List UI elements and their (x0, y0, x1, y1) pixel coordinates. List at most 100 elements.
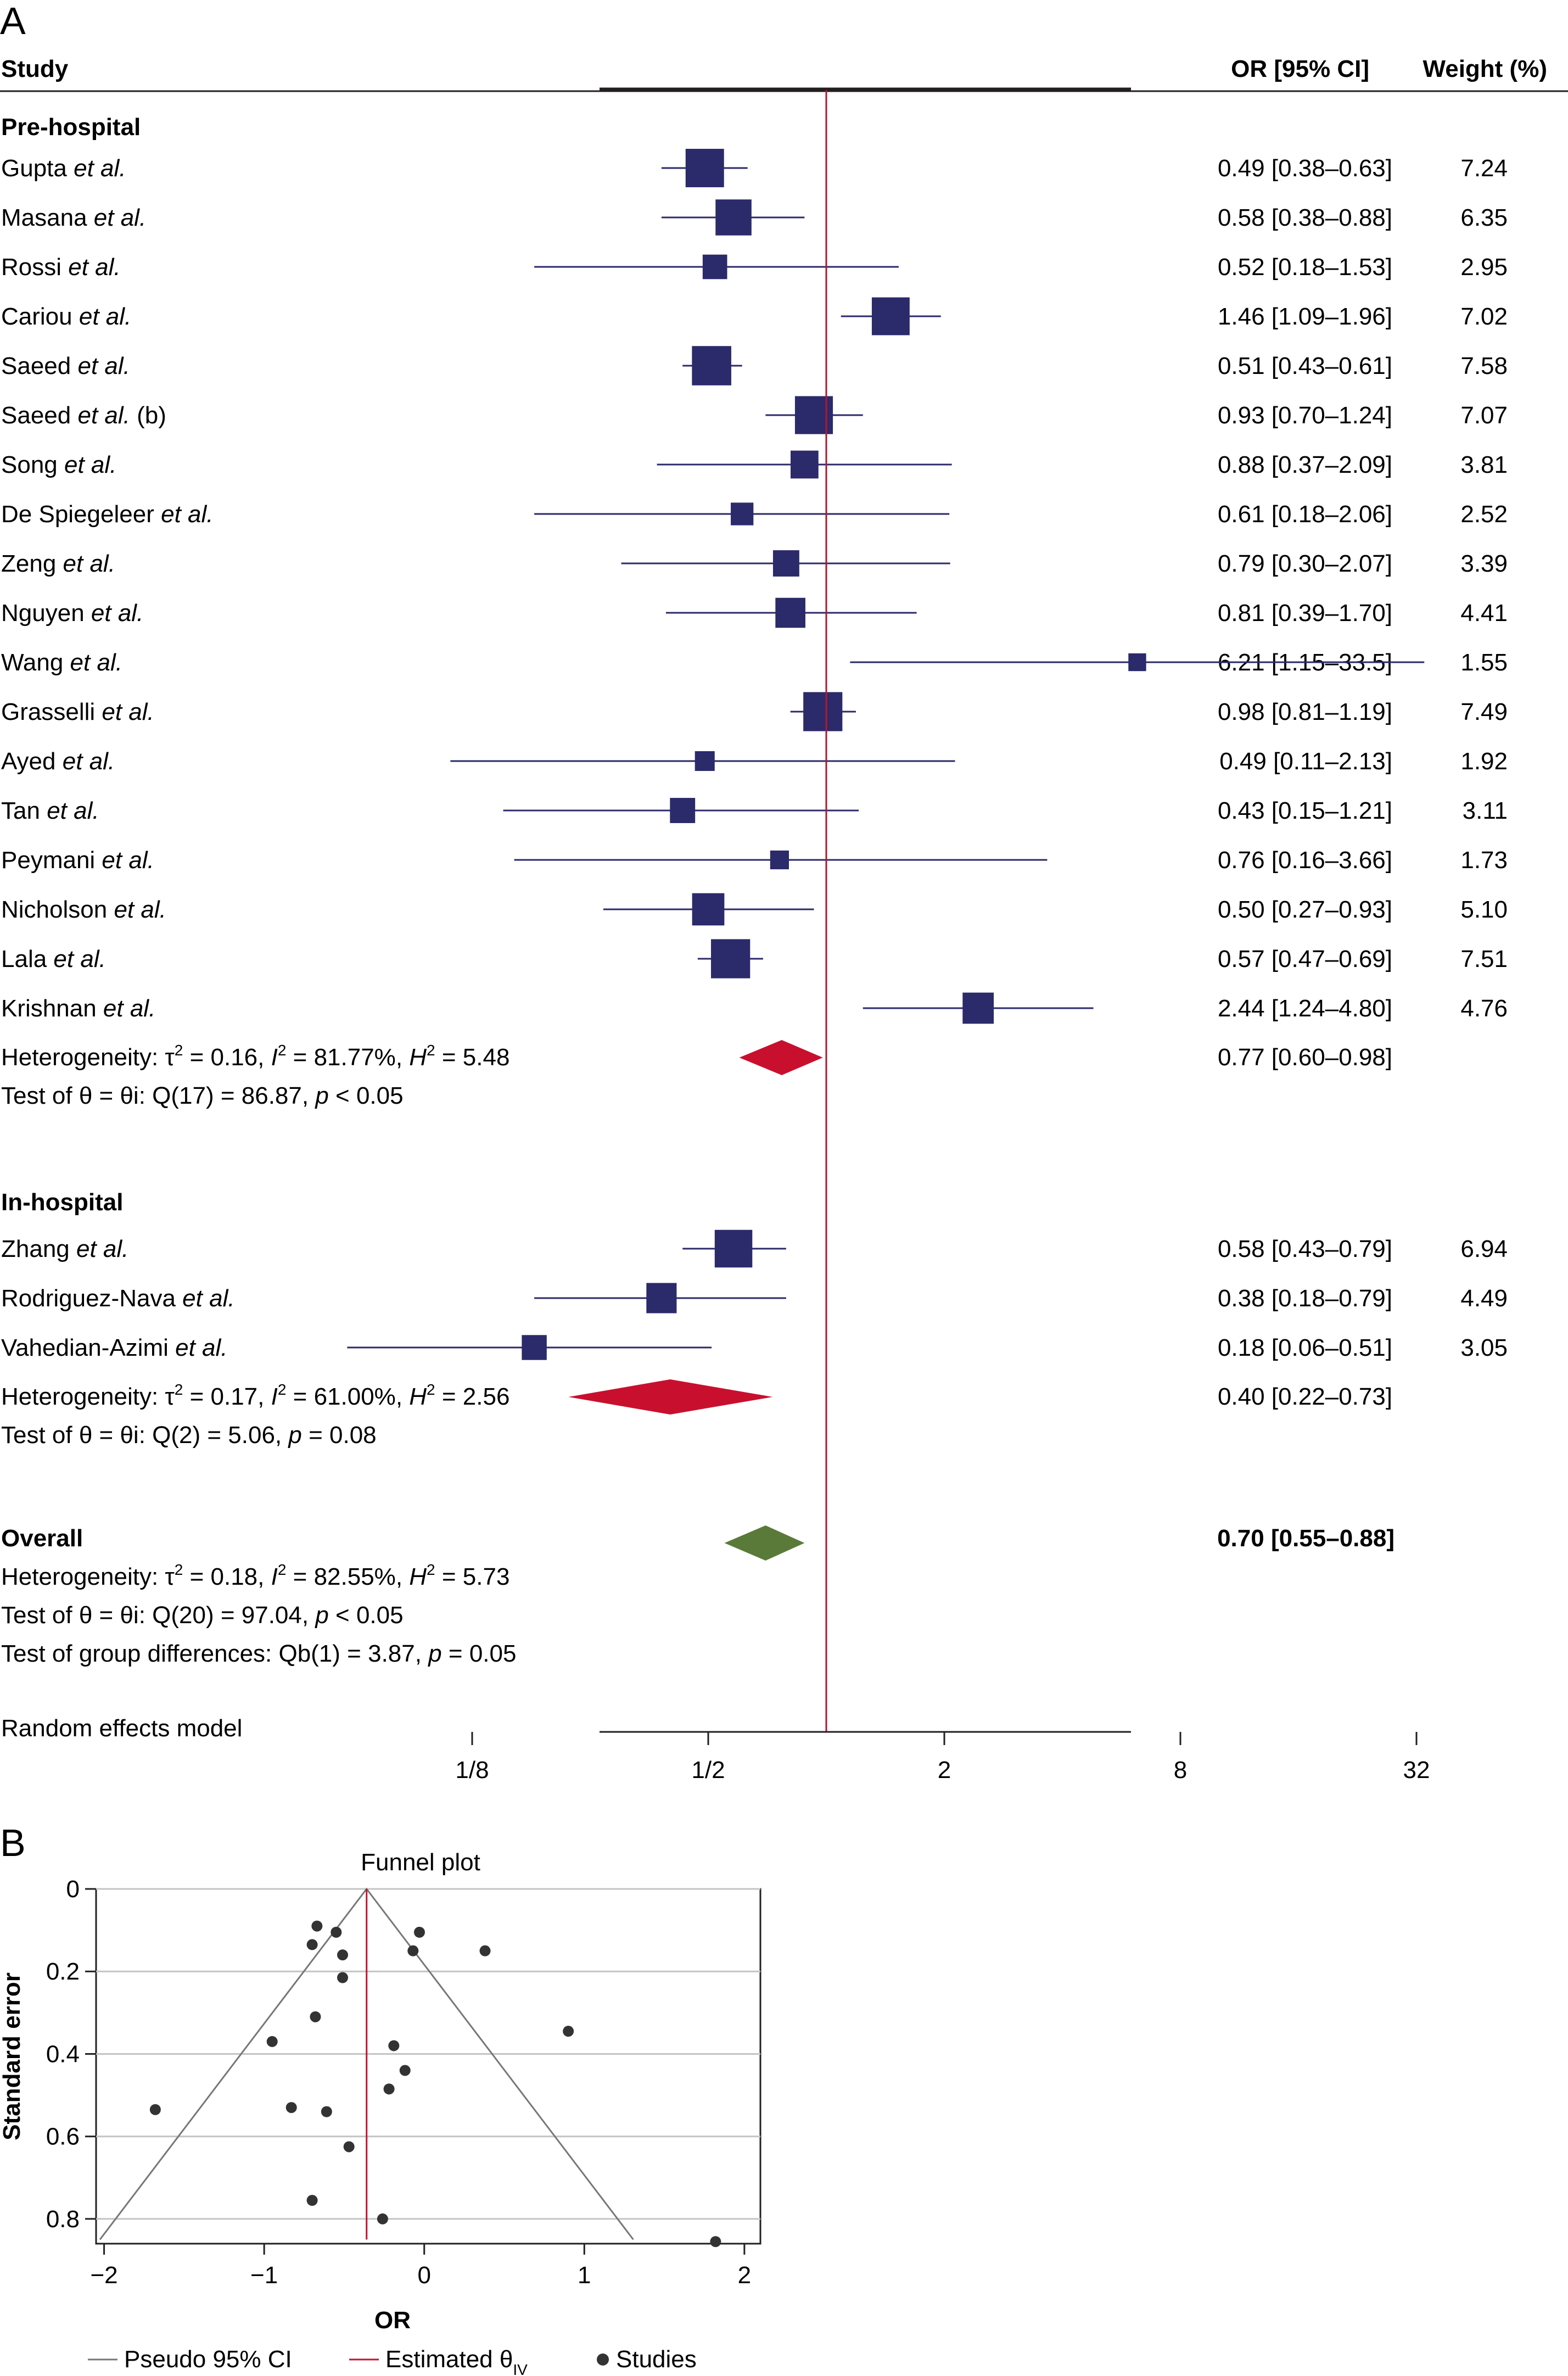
study-label: Krishnan et al. (1, 995, 155, 1022)
het-h2: 2.56 (463, 1383, 510, 1410)
study-label: Saeed et al. (1, 353, 130, 379)
study-space (40, 797, 47, 824)
het-i: I (271, 1383, 278, 1410)
study-weight: 3.11 (1463, 797, 1508, 824)
study-space (154, 501, 161, 528)
het-i2: 82.55% (314, 1563, 396, 1590)
study-point (479, 1945, 491, 1956)
study-et-al: et al. (114, 896, 166, 923)
study-label: Wang et al. (1, 649, 122, 676)
test-group-differences: Test of group differences: Qb(1) = 3.87,… (1, 1640, 516, 1667)
study-point (343, 2141, 355, 2153)
study-author: Vahedian-Azimi (1, 1334, 169, 1361)
study-label: Ayed et al. (1, 748, 115, 775)
study-author: Rodriguez-Nava (1, 1285, 176, 1312)
study-or-ci: 0.18 [0.06–0.51] (1218, 1334, 1392, 1361)
forest-tick-label: 1/2 (691, 1757, 725, 1784)
het-h2: 5.48 (463, 1044, 510, 1071)
study-space (176, 1285, 182, 1312)
study-or-ci: 0.49 [0.38–0.63] (1218, 155, 1392, 182)
study-author: Zeng (1, 550, 56, 577)
het-i: I (271, 1563, 278, 1590)
study-or-ci: 0.57 [0.47–0.69] (1218, 946, 1392, 972)
forest-tick-label: 1/8 (455, 1757, 489, 1784)
forest-marks (347, 90, 1425, 1732)
panel-label-b: B (0, 1821, 26, 1864)
study-label: Rodriguez-Nava et al. (1, 1285, 235, 1312)
het-eq: = (435, 1563, 463, 1590)
study-et-al: et al. (63, 550, 115, 577)
test-pre-hospital: Test of θ = θi: Q(17) = 86.87, p < 0.05 (1, 1082, 404, 1109)
study-or-box (1128, 653, 1146, 672)
column-header-weight: Weight (%) (1423, 55, 1548, 82)
study-space (107, 896, 114, 923)
het-h2: 5.73 (463, 1563, 510, 1590)
study-weight: 4.41 (1460, 600, 1508, 627)
study-point (331, 1926, 342, 1938)
funnel-lines (99, 1887, 634, 2240)
study-et-al: et al. (64, 451, 116, 478)
het-comma: , (396, 1044, 409, 1071)
study-or-ci: 0.43 [0.15–1.21] (1218, 797, 1392, 824)
study-or-ci: 0.49 [0.11–2.13] (1219, 748, 1392, 775)
study-space (87, 204, 94, 231)
heterogeneity-in-hospital: Heterogeneity: τ2 = 0.17, I2 = 61.00%, H… (1, 1381, 509, 1410)
funnel-x-label: OR (374, 2307, 411, 2334)
study-author: Saeed (1, 353, 71, 379)
study-suffix: (b) (130, 402, 166, 429)
study-or-ci: 0.98 [0.81–1.19] (1218, 698, 1392, 725)
study-et-al: et al. (103, 995, 155, 1022)
study-weight: 6.94 (1460, 1235, 1508, 1262)
study-or-box (775, 597, 805, 628)
funnel-grid (96, 1888, 760, 2220)
test-text: Test of θ = θi: Q(20) = 97.04, (1, 1602, 315, 1629)
group-header-pre-hospital: Pre-hospital (1, 114, 141, 141)
pooled-ci-overall: 0.70 [0.55–0.88] (1217, 1525, 1395, 1552)
forest-study-rows: Gupta et al. 0.49 [0.38–0.63] 7.24 Masana e… (1, 155, 1508, 1361)
legend-theta-text: Estimated θ (385, 2346, 513, 2373)
funnel-x-tick-label: 0 (417, 2262, 430, 2289)
study-point (266, 2036, 278, 2047)
study-label: Zeng et al. (1, 550, 115, 577)
study-space (56, 748, 63, 775)
group-test-p-value: = 0.05 (442, 1640, 517, 1667)
column-header-or: OR [95% CI] (1231, 55, 1369, 82)
funnel-x-tick-label: 2 (738, 2262, 751, 2289)
study-space (61, 254, 68, 281)
forest-plot-panel: A Study OR [95% CI] Weight (%) Pre-hospi… (0, 0, 1568, 1784)
study-or-ci: 0.38 [0.18–0.79] (1218, 1285, 1392, 1312)
het-tau2: 0.18 (211, 1563, 258, 1590)
het-tau2: 0.16 (211, 1044, 258, 1071)
study-et-al: et al. (79, 303, 131, 330)
study-label: Saeed et al. (b) (1, 402, 166, 429)
het-prefix: Heterogeneity: τ (1, 1044, 175, 1071)
funnel-y-tick-label: 0.6 (46, 2123, 80, 2150)
study-label: Lala et al. (1, 946, 106, 972)
forest-x-axis: 1/8 1/2 2 8 32 (455, 1731, 1430, 1784)
legend-label-pseudo-ci: Pseudo 95% CI (124, 2346, 292, 2373)
study-or-box (692, 893, 725, 926)
panel-label-a: A (0, 0, 26, 42)
study-or-ci: 1.46 [1.09–1.96] (1218, 303, 1392, 330)
funnel-title: Funnel plot (361, 1849, 480, 1876)
study-point (377, 2213, 388, 2224)
study-author: De Spiegeleer (1, 501, 154, 528)
study-or-box (794, 396, 833, 434)
het-comma: , (396, 1383, 409, 1410)
het-tau2: 0.17 (211, 1383, 258, 1410)
pooled-ci-pre-hospital: 0.77 [0.60–0.98] (1218, 1044, 1392, 1071)
study-or-box (702, 254, 727, 279)
overall-label: Overall (1, 1525, 83, 1552)
study-et-al: et al. (77, 353, 130, 379)
study-weight: 7.02 (1460, 303, 1508, 330)
study-space (95, 847, 102, 874)
het-sup: 2 (427, 1042, 435, 1059)
het-comma: , (257, 1044, 271, 1071)
study-author: Ayed (1, 748, 56, 775)
study-space (47, 946, 53, 972)
group-header-in-hospital: In-hospital (1, 1189, 123, 1216)
study-weight: 1.73 (1460, 847, 1508, 874)
study-space (169, 1334, 175, 1361)
study-or-ci: 0.93 [0.70–1.24] (1218, 402, 1392, 429)
study-point (306, 2195, 318, 2206)
